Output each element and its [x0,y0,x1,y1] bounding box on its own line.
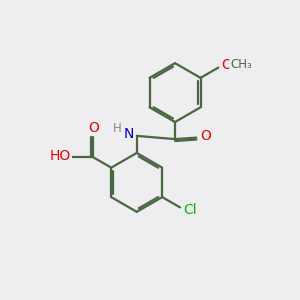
Text: O: O [88,121,99,135]
Text: Cl: Cl [184,203,197,217]
Text: N: N [124,128,134,141]
Text: HO: HO [49,149,70,164]
Text: H: H [113,122,122,135]
Text: O: O [221,58,232,72]
Text: O: O [200,129,211,143]
Text: CH₃: CH₃ [230,58,252,71]
